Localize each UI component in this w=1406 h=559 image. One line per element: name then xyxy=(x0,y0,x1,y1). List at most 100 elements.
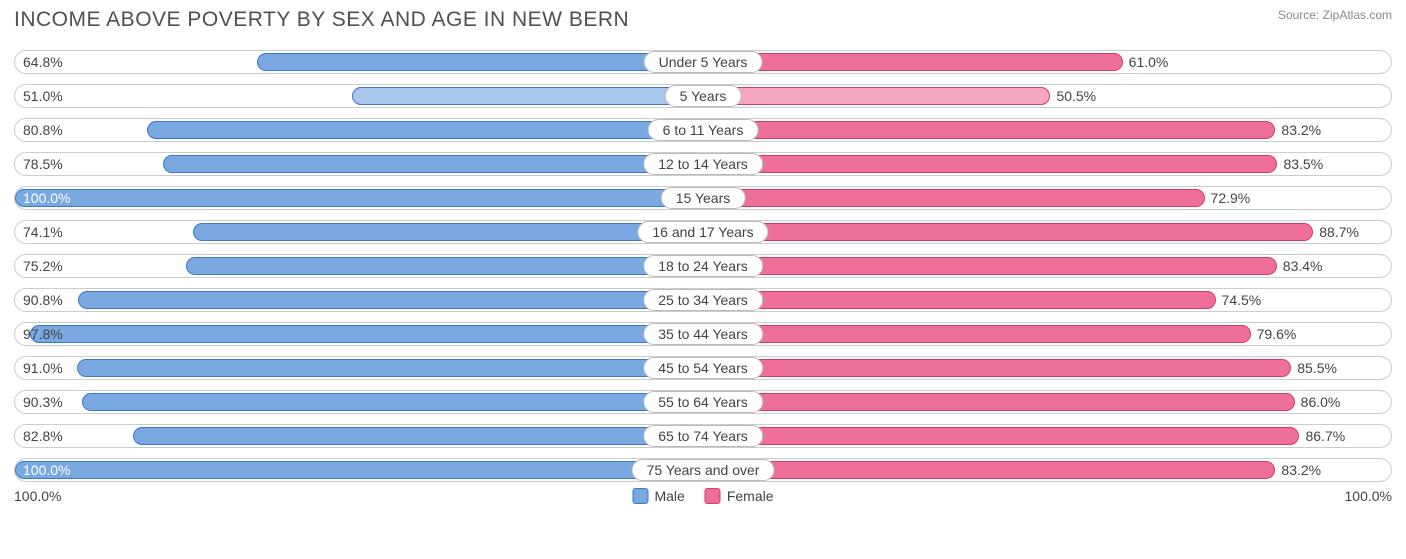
male-value-label: 78.5% xyxy=(23,156,157,172)
male-value-label: 100.0% xyxy=(23,190,70,206)
female-bar xyxy=(703,393,1295,411)
male-value-label: 51.0% xyxy=(23,88,346,104)
female-bar xyxy=(703,155,1277,173)
source-attribution: Source: ZipAtlas.com xyxy=(1278,8,1392,22)
female-track: 83.2% xyxy=(703,458,1392,482)
female-bar xyxy=(703,87,1050,105)
female-value-label: 83.2% xyxy=(1281,462,1383,478)
male-track: 90.3% xyxy=(14,390,703,414)
category-pill: 5 Years xyxy=(665,85,742,107)
male-track: 82.8% xyxy=(14,424,703,448)
category-pill: 35 to 44 Years xyxy=(643,323,763,345)
male-track: 97.8% xyxy=(14,322,703,346)
male-value-label: 82.8% xyxy=(23,428,127,444)
chart-row: 64.8%61.0%Under 5 Years xyxy=(14,50,1392,74)
category-pill: 15 Years xyxy=(661,187,746,209)
legend-swatch-female xyxy=(705,488,721,504)
chart-row: 90.8% 74.5% 25 to 34 Years xyxy=(14,288,1392,312)
female-track: 61.0% xyxy=(703,50,1392,74)
legend-item-male: Male xyxy=(632,488,684,504)
chart-row: 78.5% 83.5% 12 to 14 Years xyxy=(14,152,1392,176)
male-track: 91.0% xyxy=(14,356,703,380)
male-bar xyxy=(78,291,703,309)
female-value-label: 61.0% xyxy=(1129,54,1383,70)
female-track: 83.4% xyxy=(703,254,1392,278)
female-track: 50.5% xyxy=(703,84,1392,108)
male-bar xyxy=(257,53,703,71)
male-value-label: 75.2% xyxy=(23,258,180,274)
female-value-label: 88.7% xyxy=(1319,224,1383,240)
chart-row: 100.0% 72.9% 15 Years xyxy=(14,186,1392,210)
male-bar xyxy=(15,461,703,479)
male-value-label: 91.0% xyxy=(23,360,71,376)
female-bar xyxy=(703,121,1275,139)
male-bar xyxy=(352,87,703,105)
legend-swatch-male xyxy=(632,488,648,504)
chart-row: 100.0%83.2%75 Years and over xyxy=(14,458,1392,482)
male-bar xyxy=(77,359,703,377)
male-bar xyxy=(193,223,703,241)
male-value-label: 97.8% xyxy=(23,326,24,342)
female-bar xyxy=(703,461,1275,479)
axis-row: 100.0% Male Female 100.0% xyxy=(14,488,1392,504)
male-bar xyxy=(147,121,703,139)
female-value-label: 50.5% xyxy=(1056,88,1383,104)
male-bar xyxy=(82,393,703,411)
chart-rows: 64.8%61.0%Under 5 Years51.0%50.5%5 Years… xyxy=(14,50,1392,482)
male-bar xyxy=(133,427,703,445)
category-pill: 12 to 14 Years xyxy=(643,153,763,175)
legend-item-female: Female xyxy=(705,488,774,504)
female-track: 72.9% xyxy=(703,186,1392,210)
male-value-label: 80.8% xyxy=(23,122,141,138)
female-bar xyxy=(703,189,1205,207)
female-value-label: 86.0% xyxy=(1301,394,1383,410)
axis-left-label: 100.0% xyxy=(14,488,61,504)
male-value-label: 90.8% xyxy=(23,292,72,308)
category-pill: 75 Years and over xyxy=(632,459,775,481)
legend-label-male: Male xyxy=(654,488,684,504)
category-pill: 65 to 74 Years xyxy=(643,425,763,447)
category-pill: 16 and 17 Years xyxy=(637,221,768,243)
female-bar xyxy=(703,291,1216,309)
female-value-label: 83.2% xyxy=(1281,122,1383,138)
male-track: 51.0% xyxy=(14,84,703,108)
male-track: 75.2% xyxy=(14,254,703,278)
male-track: 74.1% xyxy=(14,220,703,244)
chart-row: 74.1% 88.7% 16 and 17 Years xyxy=(14,220,1392,244)
female-bar xyxy=(703,427,1299,445)
chart-row: 51.0% 50.5% 5 Years xyxy=(14,84,1392,108)
chart-row: 80.8%83.2%6 to 11 Years xyxy=(14,118,1392,142)
category-pill: 55 to 64 Years xyxy=(643,391,763,413)
chart-title: INCOME ABOVE POVERTY BY SEX AND AGE IN N… xyxy=(14,8,629,32)
chart-row: 90.3% 86.0% 55 to 64 Years xyxy=(14,390,1392,414)
category-pill: 18 to 24 Years xyxy=(643,255,763,277)
female-value-label: 74.5% xyxy=(1222,292,1383,308)
female-bar xyxy=(703,359,1291,377)
male-value-label: 64.8% xyxy=(23,54,251,70)
male-bar xyxy=(15,189,703,207)
male-track: 90.8% xyxy=(14,288,703,312)
category-pill: 25 to 34 Years xyxy=(643,289,763,311)
chart-row: 75.2% 83.4% 18 to 24 Years xyxy=(14,254,1392,278)
female-value-label: 83.5% xyxy=(1283,156,1383,172)
female-bar xyxy=(703,325,1251,343)
female-bar xyxy=(703,53,1123,71)
female-track: 85.5% xyxy=(703,356,1392,380)
chart-row: 91.0% 85.5%45 to 54 Years xyxy=(14,356,1392,380)
female-value-label: 83.4% xyxy=(1283,258,1383,274)
chart-container: INCOME ABOVE POVERTY BY SEX AND AGE IN N… xyxy=(0,0,1406,559)
male-value-label: 74.1% xyxy=(23,224,187,240)
category-pill: 45 to 54 Years xyxy=(643,357,763,379)
female-track: 86.0% xyxy=(703,390,1392,414)
female-value-label: 72.9% xyxy=(1211,190,1383,206)
female-bar xyxy=(703,223,1313,241)
axis-right-label: 100.0% xyxy=(1345,488,1392,504)
male-bar xyxy=(163,155,703,173)
female-track: 83.2% xyxy=(703,118,1392,142)
female-value-label: 79.6% xyxy=(1257,326,1383,342)
male-track: 100.0% xyxy=(14,186,703,210)
male-track: 78.5% xyxy=(14,152,703,176)
male-value-label: 90.3% xyxy=(23,394,76,410)
female-track: 83.5% xyxy=(703,152,1392,176)
female-bar xyxy=(703,257,1277,275)
